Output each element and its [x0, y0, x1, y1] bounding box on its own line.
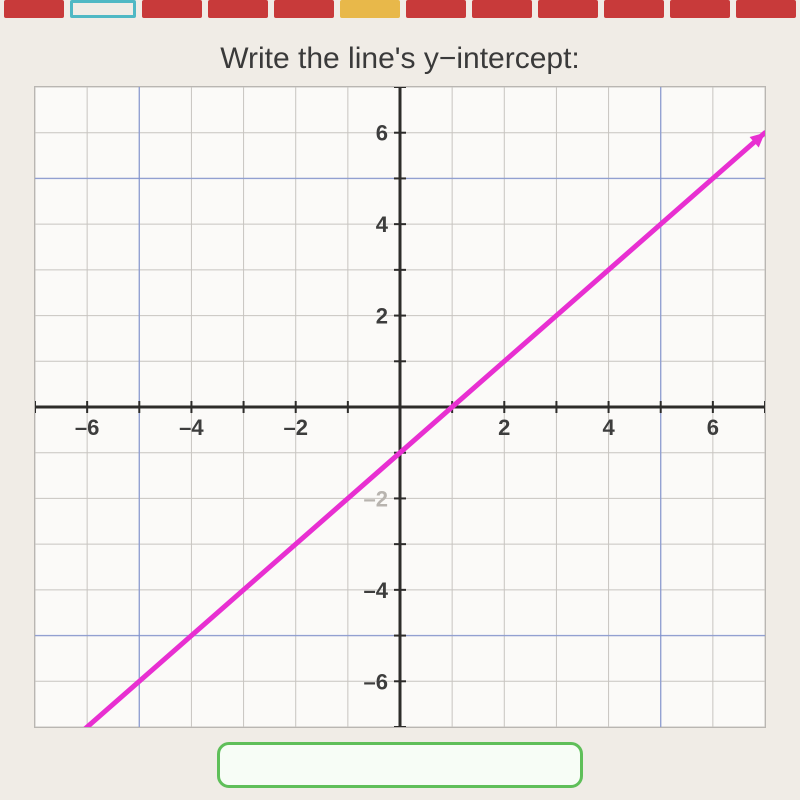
progress-segment [736, 0, 796, 18]
svg-text:–2: –2 [364, 486, 388, 511]
progress-segment [538, 0, 598, 18]
progress-segment [274, 0, 334, 18]
answer-input-box[interactable] [217, 742, 583, 788]
svg-text:4: 4 [602, 415, 615, 440]
progress-segment [4, 0, 64, 18]
progress-segment [406, 0, 466, 18]
progress-segment [142, 0, 202, 18]
grid-svg: –6 –4 –2 2 4 6 6 4 2 –2 –4 –6 [35, 87, 765, 727]
progress-segment [670, 0, 730, 18]
svg-text:2: 2 [376, 304, 388, 329]
svg-text:–6: –6 [75, 415, 99, 440]
svg-text:–4: –4 [179, 415, 204, 440]
progress-segment [472, 0, 532, 18]
svg-text:2: 2 [498, 415, 510, 440]
coordinate-grid: –6 –4 –2 2 4 6 6 4 2 –2 –4 –6 [34, 86, 766, 728]
svg-text:–6: –6 [364, 669, 388, 694]
svg-text:6: 6 [376, 121, 388, 146]
svg-text:–2: –2 [283, 415, 307, 440]
svg-text:6: 6 [707, 415, 719, 440]
progress-segment [340, 0, 400, 18]
svg-text:–4: –4 [364, 578, 389, 603]
progress-segment [208, 0, 268, 18]
svg-text:4: 4 [376, 212, 389, 237]
progress-bar [0, 0, 800, 24]
progress-segment [604, 0, 664, 18]
prompt-text: Write the line's y−intercept: [0, 42, 800, 76]
progress-segment [70, 0, 136, 18]
